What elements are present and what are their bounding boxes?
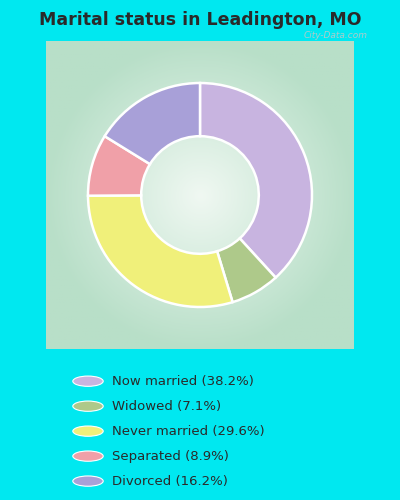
Circle shape: [73, 476, 103, 486]
Circle shape: [73, 451, 103, 462]
Circle shape: [73, 401, 103, 411]
Text: Widowed (7.1%): Widowed (7.1%): [112, 400, 221, 412]
Text: Never married (29.6%): Never married (29.6%): [112, 424, 265, 438]
Text: Divorced (16.2%): Divorced (16.2%): [112, 474, 228, 488]
Text: Marital status in Leadington, MO: Marital status in Leadington, MO: [39, 11, 361, 29]
Wedge shape: [105, 83, 200, 164]
Text: City-Data.com: City-Data.com: [304, 30, 368, 40]
Wedge shape: [88, 196, 232, 307]
Wedge shape: [217, 238, 276, 302]
Circle shape: [73, 426, 103, 436]
Wedge shape: [200, 83, 312, 278]
Text: Separated (8.9%): Separated (8.9%): [112, 450, 229, 462]
Circle shape: [73, 376, 103, 386]
Wedge shape: [88, 136, 150, 196]
Text: Now married (38.2%): Now married (38.2%): [112, 374, 254, 388]
